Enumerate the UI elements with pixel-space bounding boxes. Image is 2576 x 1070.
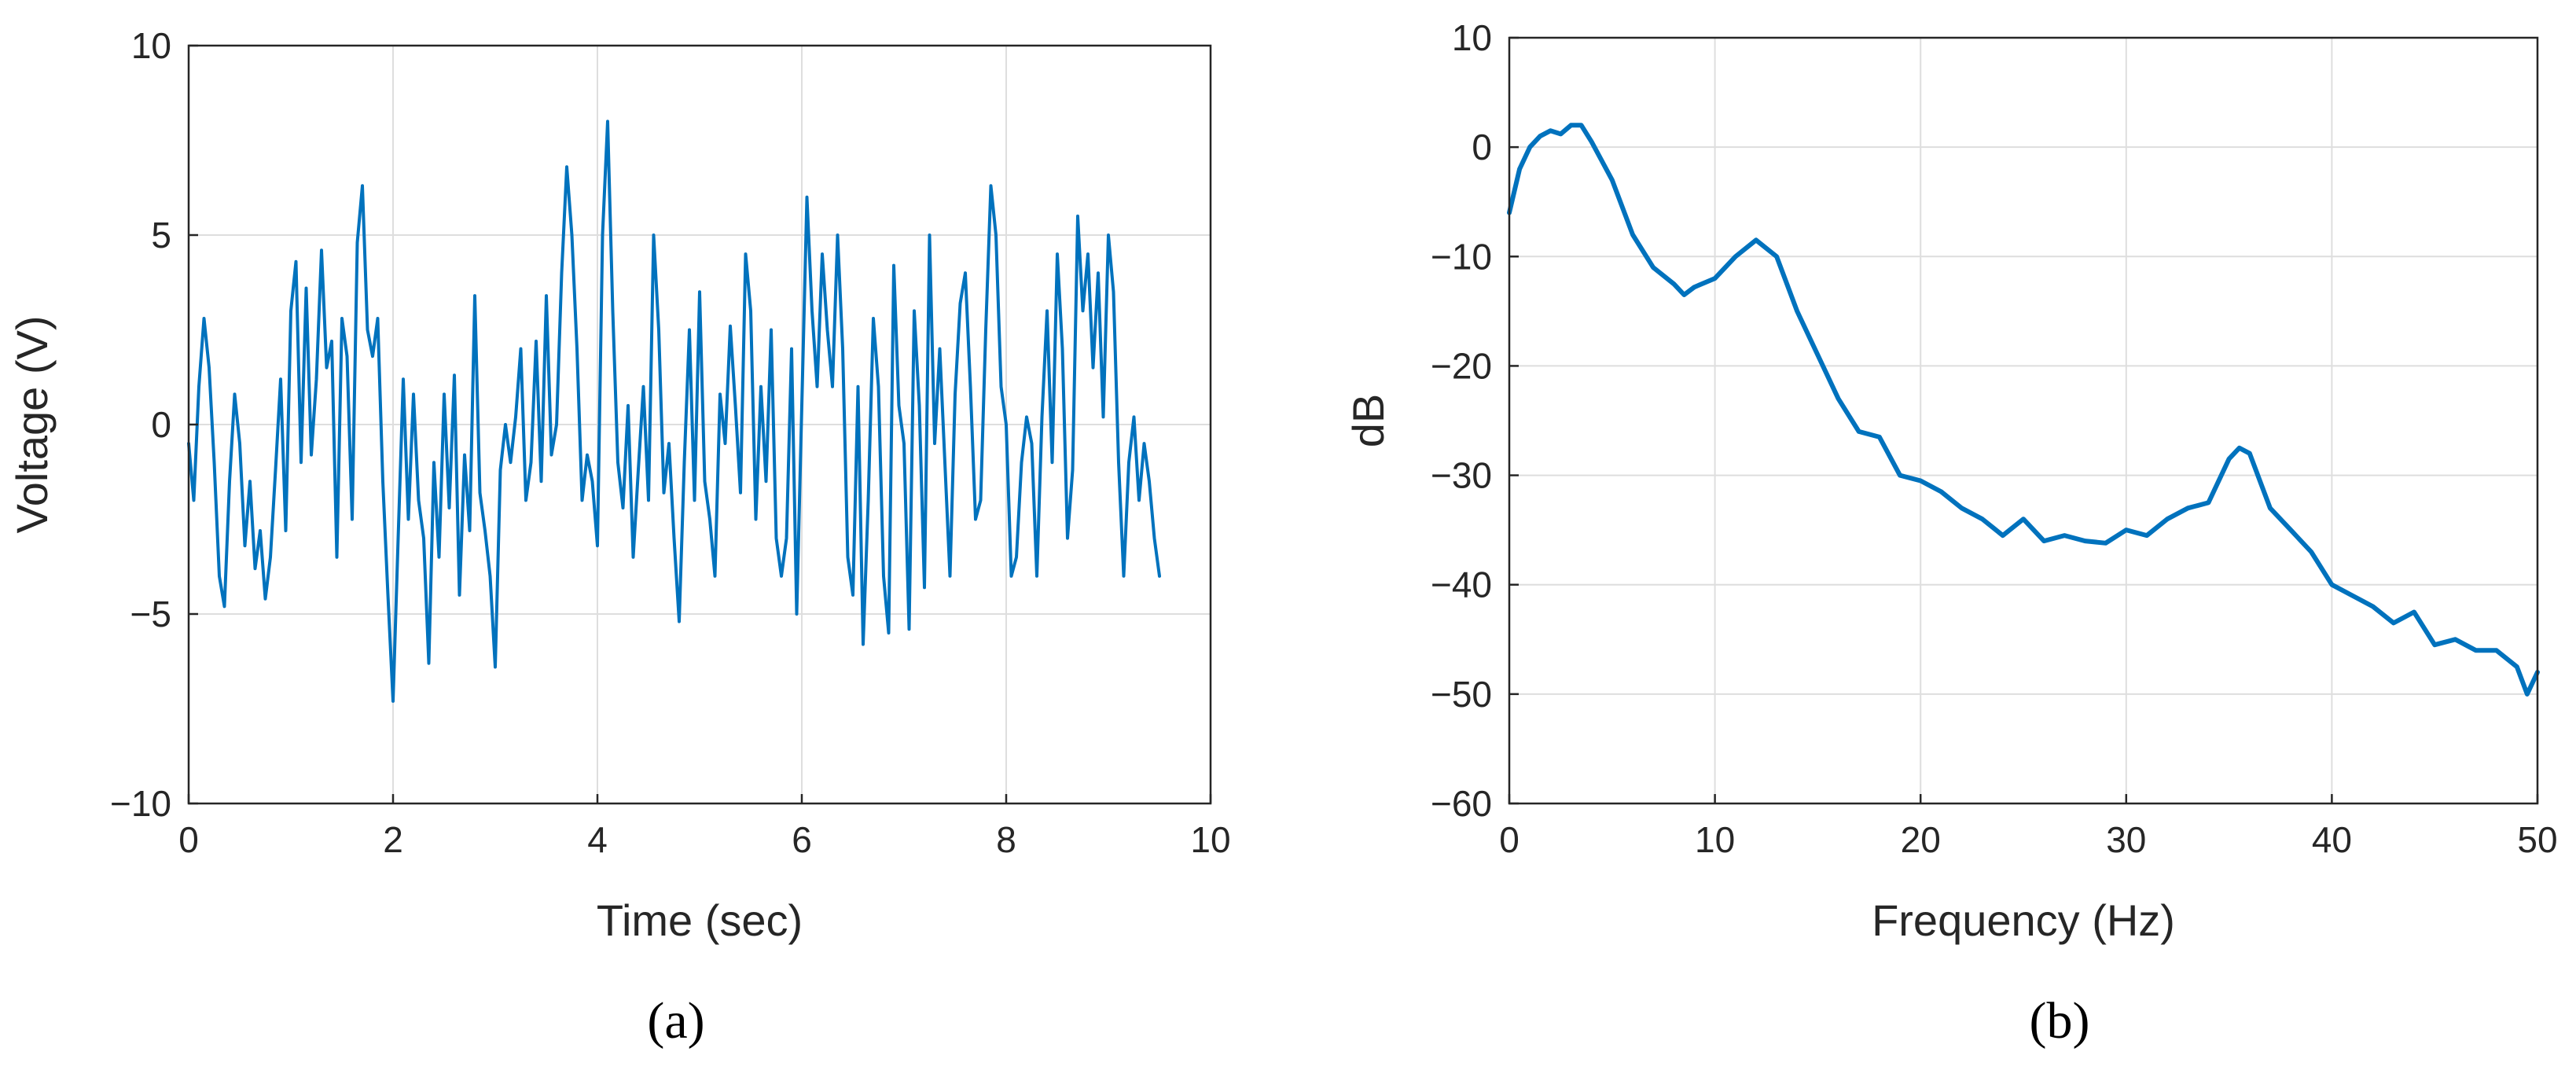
panel-a-x-tick-label-2: 4 — [587, 819, 608, 860]
panel-b-y-tick-label-0: −60 — [1431, 783, 1492, 824]
panel-b-y-tick-label-2: −40 — [1431, 564, 1492, 605]
panel-a-y-tick-label-1: −5 — [130, 594, 171, 634]
panel-b-x-axis-label: Frequency (Hz) — [1872, 895, 2175, 945]
panel-b-x-tick-label-5: 50 — [2517, 819, 2557, 860]
panel-b-y-tick-label-5: −10 — [1431, 236, 1492, 277]
panel-b-y-tick-label-7: 10 — [1452, 17, 1492, 58]
panel-b-x-tick-label-2: 20 — [1901, 819, 1941, 860]
panel-a-x-tick-label-3: 6 — [792, 819, 812, 860]
panel-b-plot-frame — [1508, 36, 2539, 805]
panel-a-voltage-line — [187, 120, 1161, 703]
panel-b-y-tick-label-4: −20 — [1431, 345, 1492, 386]
panel-a-x-tick-label-5: 10 — [1190, 819, 1230, 860]
panel-a-y-tick-label-2: 0 — [151, 404, 171, 445]
panel-b-y-tick-label-3: −30 — [1431, 455, 1492, 496]
panel-b-caption: (b) — [2030, 992, 2090, 1050]
panel-b-y-axis-label: dB — [1343, 394, 1393, 448]
panel-a-y-tick-label-0: −10 — [110, 783, 171, 824]
panel-a-y-axis-label: Voltage (V) — [7, 315, 57, 533]
panel-b-x-tick-label-4: 40 — [2312, 819, 2352, 860]
panel-a-x-tick-label-4: 8 — [996, 819, 1016, 860]
panel-b-spectrum-chart: 0 10 20 30 40 50 −60 −50 −40 −30 −20 −10 0 10 Freque… — [1343, 17, 2558, 1050]
panel-b-series — [1507, 123, 2540, 697]
panel-a-x-axis-label: Time (sec) — [597, 895, 803, 945]
panel-a-grid — [188, 45, 1211, 804]
panel-b-grid — [1508, 37, 2538, 804]
panel-b-x-tick-label-1: 10 — [1695, 819, 1735, 860]
panel-a-x-tick-label-0: 0 — [178, 819, 199, 860]
panel-b-spectrum-line — [1507, 123, 2540, 697]
panel-a-x-tick-label-1: 2 — [383, 819, 403, 860]
panel-a-caption: (a) — [647, 992, 704, 1050]
panel-a-x-ticks: 0 2 4 6 8 10 — [178, 794, 1231, 860]
panel-a-y-tick-label-3: 5 — [151, 215, 171, 256]
panel-b-y-tick-label-1: −50 — [1431, 674, 1492, 715]
panel-b-x-tick-label-0: 0 — [1499, 819, 1520, 860]
panel-a-voltage-chart: 0 2 4 6 8 10 −10 −5 0 5 10 Time (sec) Voltage (V)… — [7, 25, 1231, 1050]
panel-b-x-tick-label-3: 30 — [2106, 819, 2146, 860]
panel-b-axes-frame — [1508, 36, 2539, 805]
panel-a-y-ticks: −10 −5 0 5 10 — [110, 25, 198, 824]
panel-a-series — [187, 120, 1161, 703]
panel-b-y-ticks: −60 −50 −40 −30 −20 −10 0 10 — [1431, 17, 1519, 824]
panel-a-y-tick-label-4: 10 — [131, 25, 171, 66]
panel-b-x-ticks: 0 10 20 30 40 50 — [1499, 794, 2558, 860]
panel-b-y-tick-label-6: 0 — [1472, 127, 1492, 167]
